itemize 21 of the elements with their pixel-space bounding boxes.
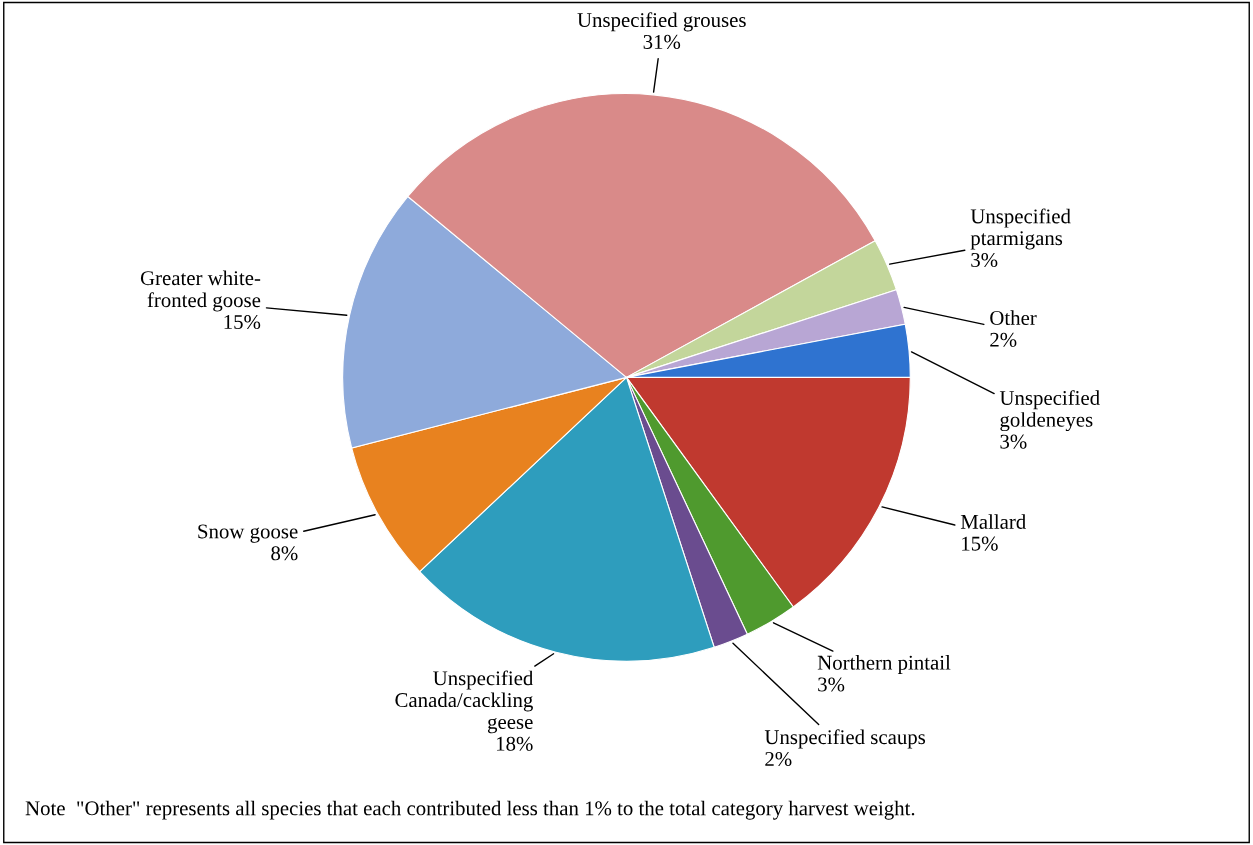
slice-label: Unspecified Canada/cackling geese <box>395 670 534 734</box>
data-label: 3% <box>818 677 845 692</box>
data-label: 3% <box>1000 434 1027 449</box>
data-label: 15% <box>224 314 261 330</box>
text: Note "Other" represents all species that each contributed less than 1% to the total category harvest weight. <box>25 800 915 820</box>
data-label: 8% <box>271 546 298 561</box>
slice-label: Mallard <box>960 514 1026 529</box>
slice-label: Greater white- fronted goose <box>140 270 261 312</box>
data-label: 2% <box>765 751 792 767</box>
slice-label: Unspecified scaups <box>764 729 926 749</box>
slice-label: Other <box>990 310 1037 326</box>
data-label: 18% <box>496 736 533 751</box>
slice-label: Unspecified ptarmigans <box>970 208 1071 250</box>
slice-label: Unspecified goldeneyes <box>999 390 1100 432</box>
data-label: 15% <box>962 536 998 551</box>
slice-label: Northern pintail <box>817 655 951 674</box>
slice-label: Unspecified grouses <box>577 12 746 32</box>
data-label: 2% <box>990 332 1017 347</box>
slice-label: Snow goose <box>198 524 298 543</box>
data-label: 31% <box>643 34 681 49</box>
data-label: 3% <box>971 252 998 268</box>
